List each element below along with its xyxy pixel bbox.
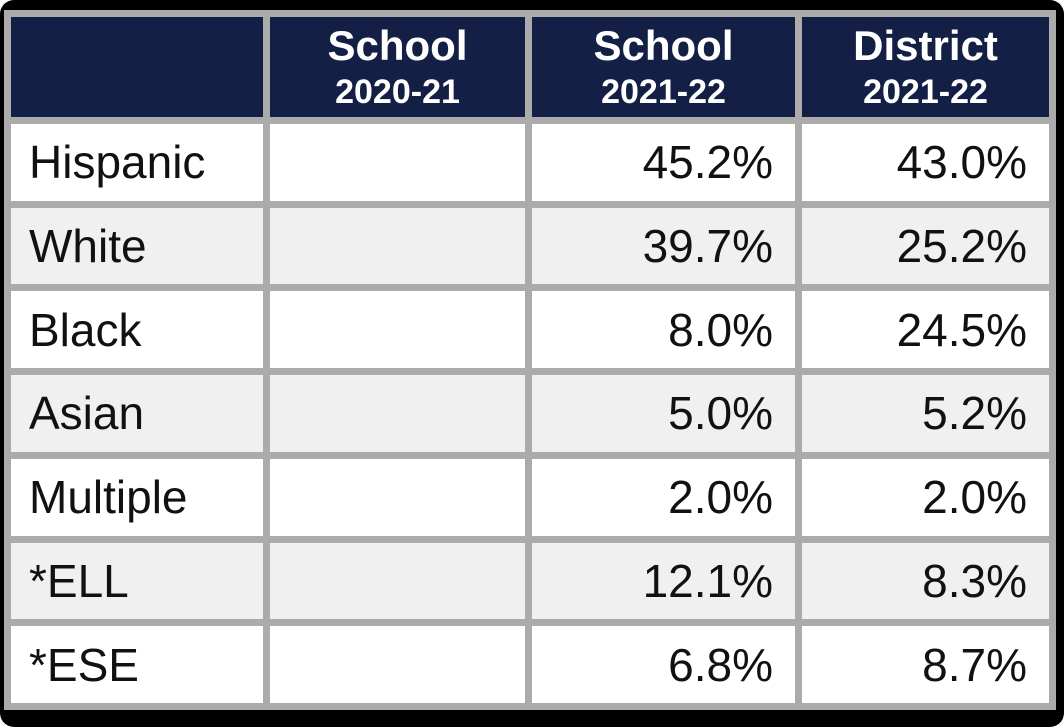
header-label: School xyxy=(593,22,734,69)
table-row-multiple: Multiple 2.0% 2.0% xyxy=(11,458,1049,536)
value-school-2021-22: 5.0% xyxy=(532,375,795,452)
value-school-2021-22: 2.0% xyxy=(532,458,795,536)
row-label: Hispanic xyxy=(11,124,263,201)
demographics-table-container: School 2020-21 School 2021-22 District 2… xyxy=(4,10,1056,710)
column-header-school-2021-22: School 2021-22 xyxy=(532,17,795,117)
row-label: Multiple xyxy=(11,458,263,536)
header-label: School xyxy=(327,22,468,69)
row-label: Asian xyxy=(11,375,263,452)
demographics-table: School 2020-21 School 2021-22 District 2… xyxy=(4,10,1056,710)
row-label: *ELL xyxy=(11,542,263,620)
value-school-2020-21 xyxy=(270,291,525,369)
value-district-2021-22: 24.5% xyxy=(802,291,1049,369)
value-school-2020-21 xyxy=(270,458,525,536)
value-school-2020-21 xyxy=(270,375,525,452)
header-sublabel: 2020-21 xyxy=(335,73,460,111)
table-header: School 2020-21 School 2021-22 District 2… xyxy=(11,17,1049,117)
table-row-ese: *ESE 6.8% 8.7% xyxy=(11,626,1049,703)
value-school-2020-21 xyxy=(270,542,525,620)
table-row-asian: Asian 5.0% 5.2% xyxy=(11,375,1049,452)
value-school-2021-22: 12.1% xyxy=(532,542,795,620)
row-label: White xyxy=(11,207,263,285)
header-sublabel: 2021-22 xyxy=(601,73,726,111)
table-row-white: White 39.7% 25.2% xyxy=(11,207,1049,285)
row-label: *ESE xyxy=(11,626,263,703)
row-label: Black xyxy=(11,291,263,369)
value-school-2021-22: 6.8% xyxy=(532,626,795,703)
value-school-2021-22: 8.0% xyxy=(532,291,795,369)
table-row-ell: *ELL 12.1% 8.3% xyxy=(11,542,1049,620)
header-sublabel: 2021-22 xyxy=(863,73,988,111)
table-body: Hispanic 45.2% 43.0% White 39.7% 25.2% B… xyxy=(11,124,1049,703)
column-header-district-2021-22: District 2021-22 xyxy=(802,17,1049,117)
value-district-2021-22: 25.2% xyxy=(802,207,1049,285)
header-label: District xyxy=(853,22,998,69)
value-district-2021-22: 8.3% xyxy=(802,542,1049,620)
column-header-school-2020-21: School 2020-21 xyxy=(270,17,525,117)
value-district-2021-22: 2.0% xyxy=(802,458,1049,536)
value-school-2020-21 xyxy=(270,207,525,285)
value-school-2021-22: 39.7% xyxy=(532,207,795,285)
value-school-2020-21 xyxy=(270,124,525,201)
header-row: School 2020-21 School 2021-22 District 2… xyxy=(11,17,1049,117)
table-row-hispanic: Hispanic 45.2% 43.0% xyxy=(11,124,1049,201)
value-district-2021-22: 8.7% xyxy=(802,626,1049,703)
corner-header-cell xyxy=(11,17,263,117)
table-row-black: Black 8.0% 24.5% xyxy=(11,291,1049,369)
value-school-2021-22: 45.2% xyxy=(532,124,795,201)
value-district-2021-22: 5.2% xyxy=(802,375,1049,452)
value-district-2021-22: 43.0% xyxy=(802,124,1049,201)
value-school-2020-21 xyxy=(270,626,525,703)
